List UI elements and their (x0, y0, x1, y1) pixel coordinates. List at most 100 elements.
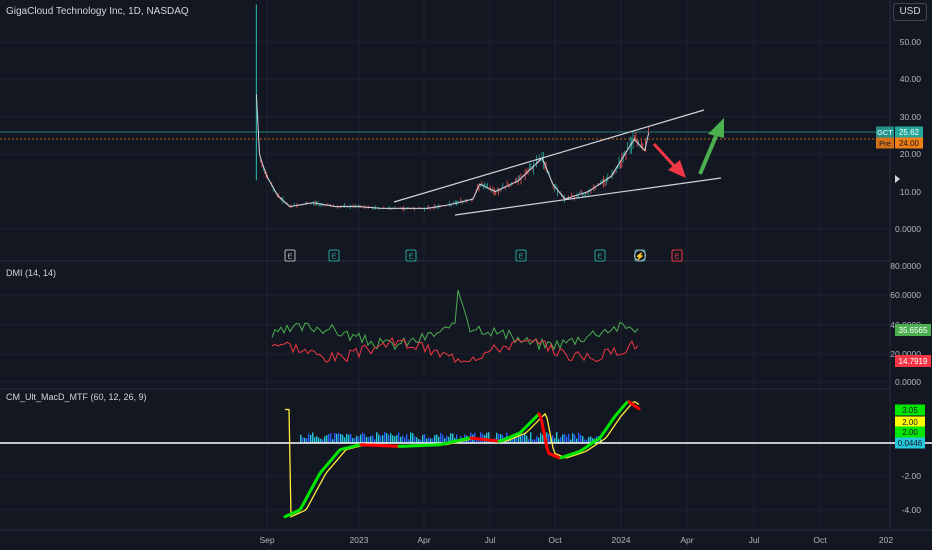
macd-histogram-bar (312, 432, 314, 443)
macd-histogram-bar (386, 433, 388, 443)
macd-histogram-bar (364, 434, 366, 443)
macd-histogram-bar (438, 436, 440, 443)
dmi-title: DMI (14, 14) (6, 268, 56, 278)
macd-value-badge: 0.0446 (895, 437, 925, 449)
macd-histogram-bar (456, 434, 458, 443)
macd-title: CM_Ult_MacD_MTF (60, 12, 26, 9) (6, 392, 147, 402)
price-badge-label: Pre (879, 139, 891, 148)
macd-histogram-bar (432, 438, 434, 443)
red-down-arrow[interactable] (652, 142, 686, 178)
scroll-right-icon[interactable] (895, 175, 900, 183)
macd-histogram-bar (406, 434, 408, 443)
macd-histogram-bar (576, 438, 578, 443)
earnings-markers[interactable]: E E E E E ⚡ E⚡ (284, 249, 683, 262)
price-badge: GCT 25.62 (876, 126, 923, 138)
macd-pane[interactable]: CM_Ult_MacD_MTF (60, 12, 26, 9) -2.00 -4.… (0, 392, 932, 519)
macd-histogram-bar (390, 433, 392, 443)
macd-axis[interactable]: -2.00 -4.00 3.05 2.002.00 0.0446 (895, 404, 925, 516)
earnings-marker-label: E (287, 252, 292, 261)
green-up-arrow[interactable] (698, 118, 724, 175)
earnings-marker[interactable]: E (671, 249, 683, 262)
macd-histogram-bar (558, 439, 560, 443)
macd-histogram-bar (376, 432, 378, 443)
macd-histogram-bar (516, 436, 518, 443)
macd-histogram-bar (446, 435, 448, 443)
dmi-value-badge: 35.6565 (895, 324, 931, 336)
time-tick-label: Oct (548, 535, 562, 545)
macd-histogram-bar (440, 432, 442, 443)
macd-histogram-bar (412, 433, 414, 443)
macd-histogram-bar (530, 432, 532, 443)
dmi-plus-line (271, 290, 639, 352)
currency-button[interactable]: USD (893, 3, 927, 21)
axis-tick-label: 80.0000 (890, 261, 921, 271)
macd-histogram-bar (354, 438, 356, 443)
dmi-axis[interactable]: 80.000060.000040.000020.00000.000035.656… (890, 261, 931, 387)
macd-histogram-bar (528, 439, 530, 443)
macd-histogram-bar (320, 438, 322, 443)
earnings-marker[interactable]: E (594, 249, 606, 262)
macd-histogram-bar (396, 435, 398, 443)
macd-histogram-bar (526, 435, 528, 443)
macd-histogram-bar (542, 435, 544, 443)
time-axis[interactable]: Sep 2023 Apr Jul Oct 2024 Apr Jul Oct 202 (259, 535, 893, 545)
earnings-marker[interactable]: E (515, 249, 527, 262)
grid (0, 0, 890, 530)
macd-histogram-bar (400, 436, 402, 443)
lower-trendline[interactable] (454, 177, 722, 216)
macd-histogram-bar (436, 434, 438, 443)
macd-histogram-bar (590, 436, 592, 443)
macd-histogram-bar (334, 433, 336, 443)
macd-value-badge: 2.00 (895, 416, 925, 428)
macd-value: 2.00 (902, 418, 918, 427)
earnings-marker[interactable]: E (284, 249, 296, 262)
macd-histogram-bar (512, 438, 514, 443)
macd-histogram-bar (538, 437, 540, 443)
macd-histogram-bar (498, 434, 500, 443)
macd-histogram-bar (344, 437, 346, 443)
time-tick-label: Jul (749, 535, 760, 545)
axis-tick-label: 30.00 (900, 112, 922, 122)
macd-histogram-bar (370, 436, 372, 443)
time-tick-label: Sep (259, 535, 274, 545)
price-badge-value: 24.00 (899, 139, 920, 148)
macd-histogram-bar (308, 433, 310, 443)
macd-histogram-bar (572, 433, 574, 443)
macd-histogram-bar (568, 433, 570, 443)
macd-value: 3.05 (902, 406, 918, 415)
macd-histogram-bar (326, 435, 328, 443)
axis-tick-label: 0.0000 (895, 224, 921, 234)
macd-histogram-bar (402, 435, 404, 443)
macd-histogram-bar (346, 433, 348, 443)
macd-histogram-bar (582, 436, 584, 443)
upper-trendline[interactable] (393, 109, 705, 203)
macd-histogram-bar (336, 433, 338, 443)
macd-histogram-bar (442, 434, 444, 443)
macd-histogram-bar (404, 437, 406, 443)
macd-histogram-bar (520, 436, 522, 443)
macd-histogram-bar (418, 439, 420, 443)
macd-histogram-bar (566, 436, 568, 443)
macd-histogram-bar (578, 432, 580, 443)
earnings-marker[interactable]: E (328, 249, 340, 262)
macd-histogram-bar (426, 438, 428, 443)
dmi-pane[interactable]: DMI (14, 14) 80.000060.000040.000020.000… (6, 261, 931, 387)
time-tick-label: Apr (417, 535, 430, 545)
axis-tick-label: -4.00 (902, 505, 922, 515)
macd-histogram-bar (584, 439, 586, 443)
earnings-marker[interactable]: E (405, 249, 417, 262)
lightning-marker[interactable]: ⚡ (634, 249, 646, 262)
dmi-minus-line (271, 336, 639, 364)
macd-histogram-bar (362, 432, 364, 443)
macd-histogram-bar (382, 435, 384, 443)
macd-histogram-bar (500, 434, 502, 443)
macd-histogram-bar (366, 437, 368, 443)
macd-histogram-bar (434, 435, 436, 443)
macd-histogram-bar (522, 434, 524, 443)
macd-histogram-bar (324, 436, 326, 443)
macd-histogram-bar (556, 432, 558, 443)
macd-histogram-bar (300, 434, 302, 443)
price-pane[interactable]: GigaCloud Technology Inc, 1D, NASDAQ (0, 4, 900, 216)
earnings-marker-label: E (331, 252, 336, 261)
